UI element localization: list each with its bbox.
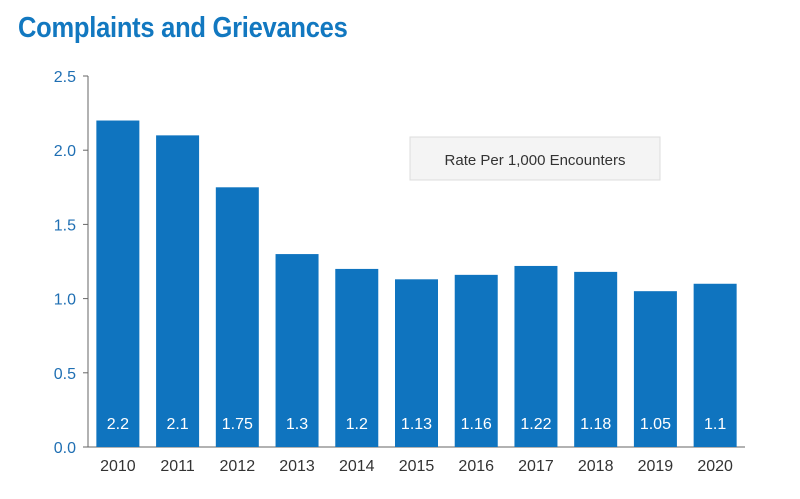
data-label-2018: 1.18 [580,416,611,433]
x-tick-label-2017: 2017 [518,458,554,475]
legend-box [409,136,661,181]
y-tick-label: 2.0 [54,143,76,160]
x-tick-label-2019: 2019 [638,458,674,475]
x-tick-label-2011: 2011 [160,458,195,475]
bar-2016 [454,274,498,447]
bar-2018 [574,271,618,447]
bar-2019 [633,291,677,447]
x-tick-label-2013: 2013 [279,458,315,475]
data-label-2014: 1.2 [346,416,368,433]
bar-2011 [156,135,200,448]
y-tick-label: 0.0 [54,440,76,457]
bar-2013 [275,254,319,447]
data-label-2011: 2.1 [166,416,188,433]
x-tick-label-2016: 2016 [458,458,494,475]
bar-2015 [395,279,438,447]
bar-series: 2.2 2.1 1.75 1.3 1.2 1.13 1.16 1.22 1.18 1.05 1.1 [96,120,737,448]
y-tick-label: 2.5 [54,69,76,86]
y-tick-label: 1.5 [54,217,76,234]
x-tick-label-2018: 2018 [578,458,614,475]
bar-2017 [514,265,558,447]
legend-label: Rate Per 1,000 Encounters [445,152,626,169]
bar-2014 [335,268,379,447]
y-tick-label: 0.5 [54,366,76,383]
bar-2010 [96,120,140,448]
data-label-2020: 1.1 [704,416,726,433]
data-label-2013: 1.3 [286,416,308,433]
data-label-2019: 1.05 [640,416,671,433]
bar-2012 [215,187,259,448]
data-label-2010: 2.2 [107,416,129,433]
x-tick-label-2015: 2015 [399,458,435,475]
chart-axes: 0.0 0.5 1.0 1.5 2.0 2.5 2010 2011 2012 2013 2014 20… [54,69,745,475]
data-label-2017: 1.22 [520,416,551,433]
data-label-2016: 1.16 [461,416,492,433]
x-tick-label-2010: 2010 [100,458,136,475]
x-tick-label-2014: 2014 [339,458,375,475]
bar-2020 [693,283,737,447]
chart-title: Complaints and Grievances [18,12,348,44]
legend: Rate Per 1,000 Encounters [409,136,661,181]
data-label-2012: 1.75 [222,416,253,433]
x-tick-label-2020: 2020 [697,458,733,475]
y-tick-label: 1.0 [54,292,76,309]
data-label-2015: 1.13 [401,416,432,433]
x-tick-label-2012: 2012 [220,458,256,475]
